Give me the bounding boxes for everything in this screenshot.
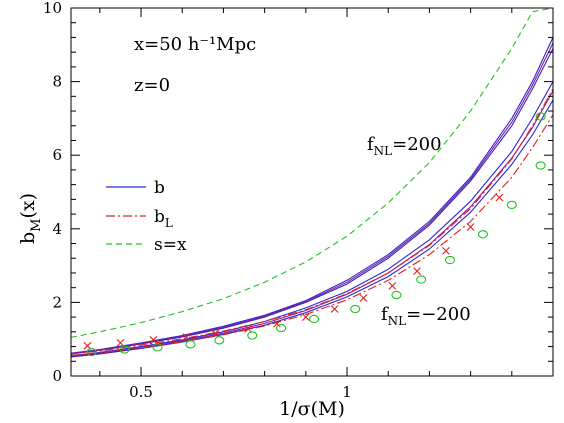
marker-cross-5 [244, 325, 253, 333]
series-line-b-5 [71, 42, 553, 355]
fnl-pos-tail: =200 [392, 134, 441, 155]
y-tick-label: 2 [52, 293, 62, 311]
marker-cross-0 [83, 341, 92, 350]
marker-cross-14 [495, 193, 504, 202]
series-line-b_L-7 [71, 88, 553, 355]
y-axis-label-tail: (x) [17, 193, 39, 219]
annotation-separation: x=50 h⁻¹Mpc [134, 34, 256, 55]
fnl-pos-sub: NL [374, 144, 393, 158]
marker-cross-6 [273, 319, 281, 328]
marker-cross-1 [116, 338, 125, 347]
marker-cross-9 [359, 294, 368, 302]
series-line-b-4 [71, 99, 553, 358]
axis-ticks: 0 2 4 6 8 10 0.5 1 [43, 0, 554, 401]
marker-circle-6 [276, 324, 287, 333]
marker-circle-14 [535, 161, 546, 170]
x-tick-label: 0.5 [129, 383, 153, 401]
marker-cross-8 [330, 305, 339, 313]
legend-label-sx: s=x [154, 235, 187, 255]
marker-circle-0 [86, 347, 97, 357]
x-axis-label: 1/σ(M) [279, 398, 345, 420]
legend-label-bl: bL [154, 207, 173, 230]
y-tick-label: 4 [52, 220, 62, 238]
series-line-s-x-0 [71, 8, 553, 338]
marker-circle-12 [477, 230, 489, 239]
marker-cross-13 [466, 223, 475, 231]
marker-circle-9 [391, 290, 402, 300]
marker-circle-extra-0 [535, 112, 546, 121]
legend-label-bl-sub: L [165, 216, 173, 230]
legend-label-b: b [154, 178, 165, 198]
marker-circle-4 [214, 336, 225, 345]
marker-cross-11 [413, 267, 421, 276]
y-tick-label: 0 [52, 367, 62, 385]
y-axis-label-sub: M [29, 219, 44, 232]
annotation-fnl-positive: fNL=200 [367, 134, 442, 158]
series-line-b_L-8 [71, 114, 553, 356]
marker-cross-7 [301, 313, 310, 322]
series-line-b-3 [71, 81, 553, 357]
fnl-neg-main: f [381, 304, 389, 325]
plot-markers [83, 112, 546, 357]
y-axis-label-main: b [17, 232, 39, 244]
annotation-redshift: z=0 [134, 75, 170, 96]
marker-cross-3 [182, 333, 191, 341]
marker-circle-7 [309, 314, 320, 324]
marker-circle-1 [119, 345, 130, 354]
plot-lines [71, 8, 553, 358]
plot-frame [70, 7, 554, 377]
marker-circle-2 [152, 343, 163, 352]
marker-circle-13 [506, 200, 517, 210]
marker-circle-3 [185, 340, 196, 349]
marker-cross-4 [211, 329, 220, 338]
marker-circle-11 [444, 255, 456, 265]
marker-circle-10 [416, 275, 427, 284]
x-tick-label: 1 [342, 383, 352, 401]
y-tick-label: 10 [43, 0, 62, 17]
legend: b bL s=x [106, 178, 187, 255]
marker-circle-5 [247, 331, 258, 340]
marker-cross-10 [388, 281, 397, 290]
fnl-neg-tail: =−200 [406, 304, 471, 325]
fnl-pos-main: f [367, 134, 375, 155]
marker-circle-8 [350, 304, 361, 314]
annotation-fnl-negative: fNL=−200 [381, 304, 471, 328]
legend-label-bl-main: b [154, 207, 165, 227]
y-axis-label: bM(x) [17, 193, 44, 244]
y-tick-label: 8 [52, 73, 62, 91]
marker-cross-12 [442, 246, 450, 255]
series-line-b-1 [71, 37, 553, 354]
marker-cross-2 [149, 336, 158, 344]
series-line-b-6 [71, 90, 553, 358]
y-tick-label: 6 [52, 146, 62, 164]
fnl-neg-sub: NL [388, 314, 407, 328]
